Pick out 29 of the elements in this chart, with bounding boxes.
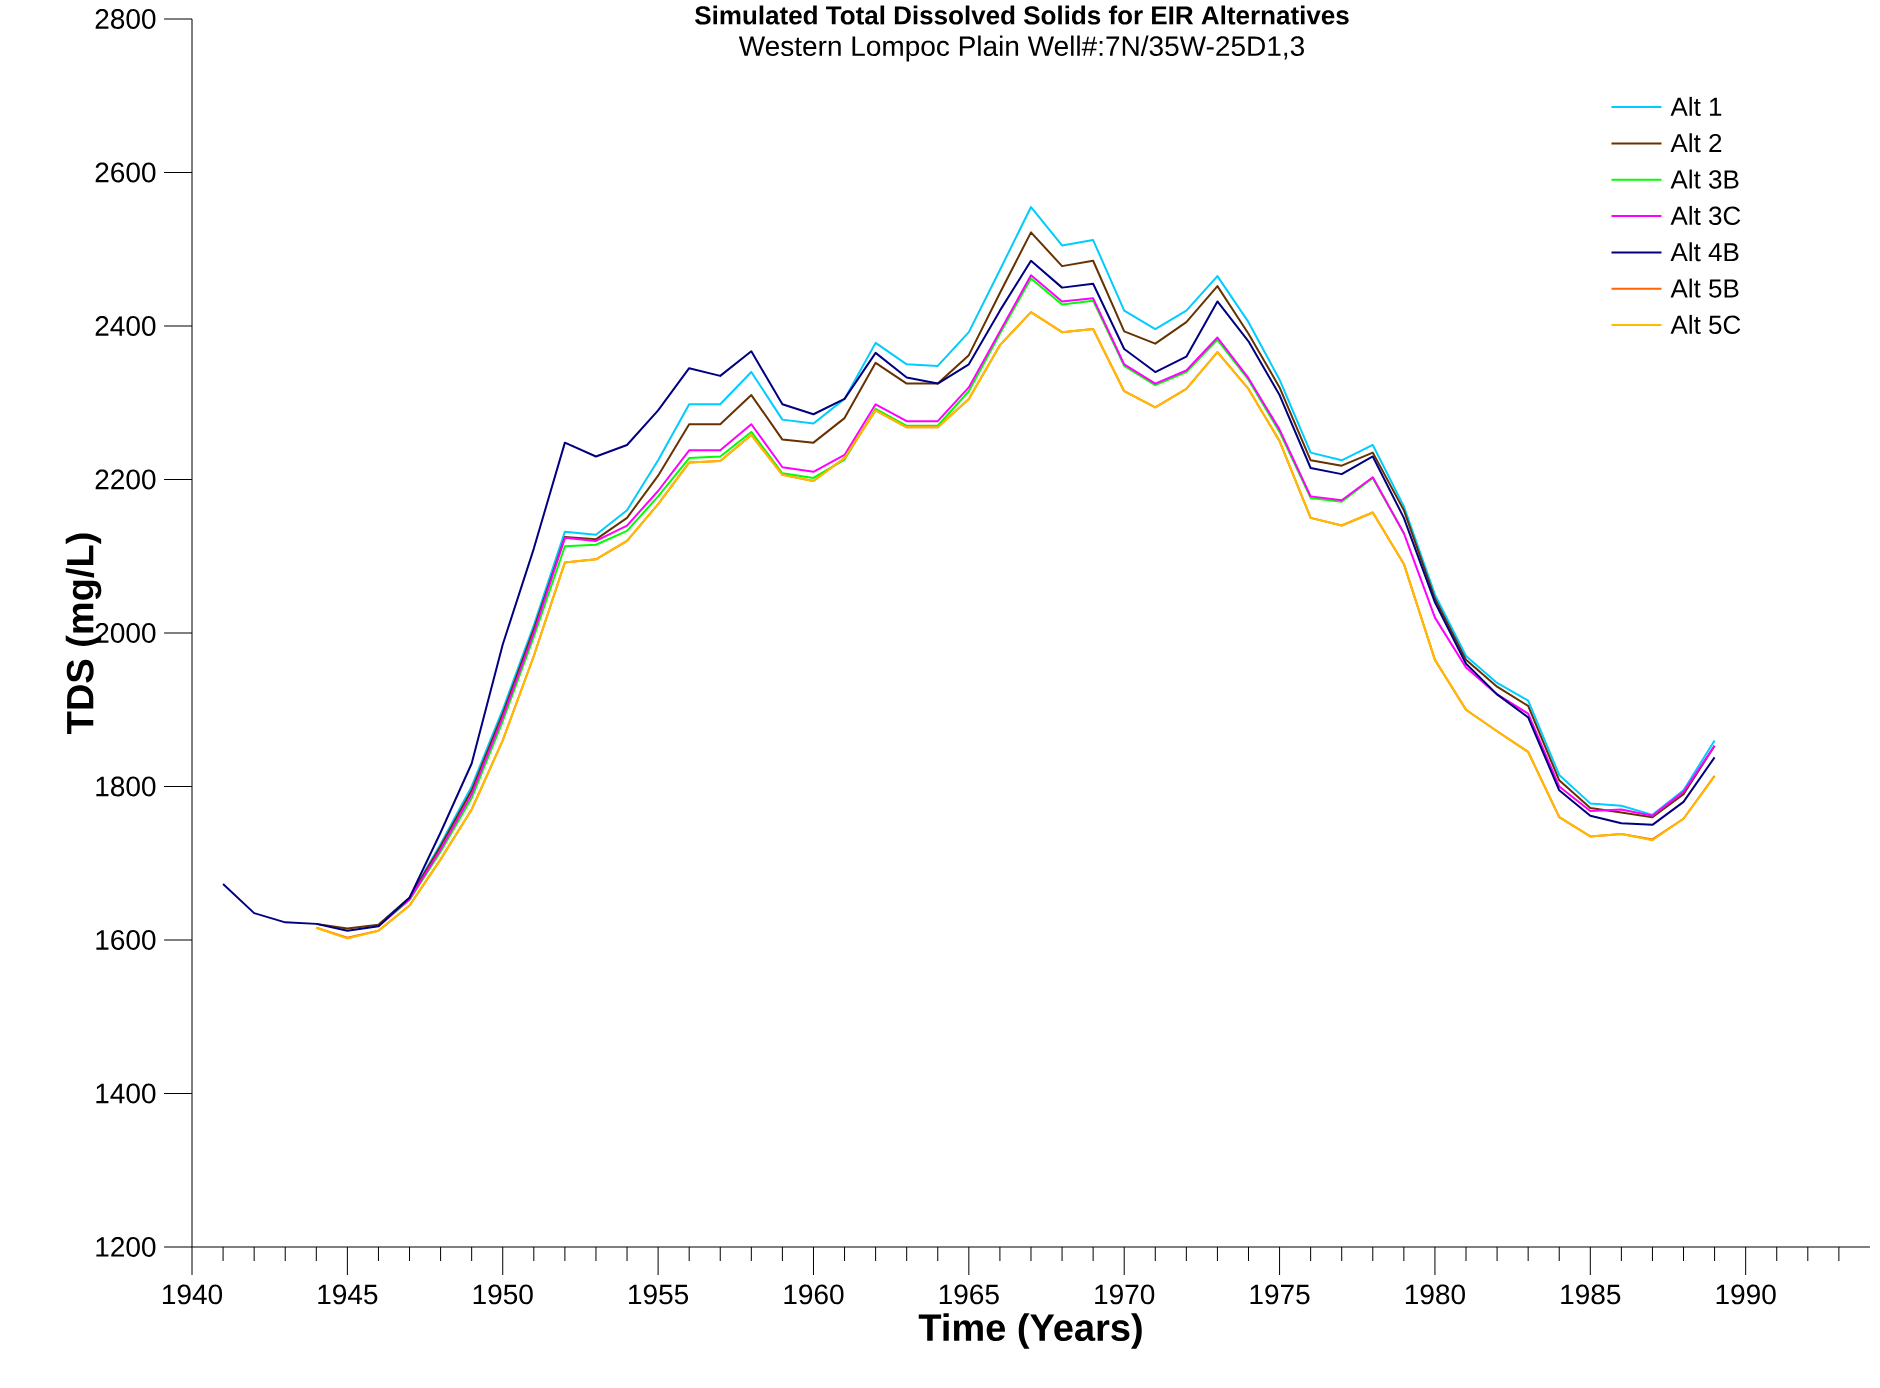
chart-title: Simulated Total Dissolved Solids for EIR Alternatives — [695, 5, 1349, 25]
y-tick-label: 2600 — [95, 162, 156, 183]
x-tick-label: 1980 — [1405, 1284, 1465, 1305]
y-tick-label: 1400 — [96, 1083, 156, 1104]
x-tick-label: 1955 — [629, 1284, 689, 1305]
x-tick-label: 1970 — [1095, 1284, 1155, 1305]
text: Western Lompoc Plain Well#:7N/35W-25D1,3 — [738, 35, 1304, 62]
y-tick-label: 2200 — [95, 469, 156, 490]
y-tick-label: 1200 — [96, 1237, 156, 1257]
x-tick-label: 1990 — [1716, 1284, 1776, 1305]
y-tick-label: 1800 — [96, 776, 156, 797]
x-tick-label: 1950 — [473, 1284, 533, 1305]
x-axis-title: Time (Years) — [918, 1313, 1142, 1349]
legend-label: Alt 5C — [1670, 314, 1741, 335]
y-tick-label: 1600 — [96, 930, 156, 950]
y-tick-label: 2800 — [95, 9, 156, 29]
legend-label: Alt 1 — [1670, 96, 1722, 116]
x-tick-label: 1945 — [318, 1284, 378, 1305]
y-tick-label: 2400 — [95, 316, 156, 336]
x-tick-label: 1965 — [939, 1284, 999, 1305]
x-tick-label: 1940 — [162, 1284, 223, 1305]
x-tick-label: 1960 — [784, 1284, 844, 1305]
legend-label: Alt 3B — [1670, 169, 1739, 189]
x-tick-label: 1975 — [1250, 1284, 1310, 1305]
legend-label: Alt 3C — [1670, 205, 1741, 225]
legend-label: Alt 5B — [1670, 278, 1739, 298]
legend-label: Alt 2 — [1670, 133, 1722, 153]
legend-label: Alt 4B — [1670, 242, 1739, 262]
x-tick-label: 1985 — [1561, 1284, 1621, 1305]
